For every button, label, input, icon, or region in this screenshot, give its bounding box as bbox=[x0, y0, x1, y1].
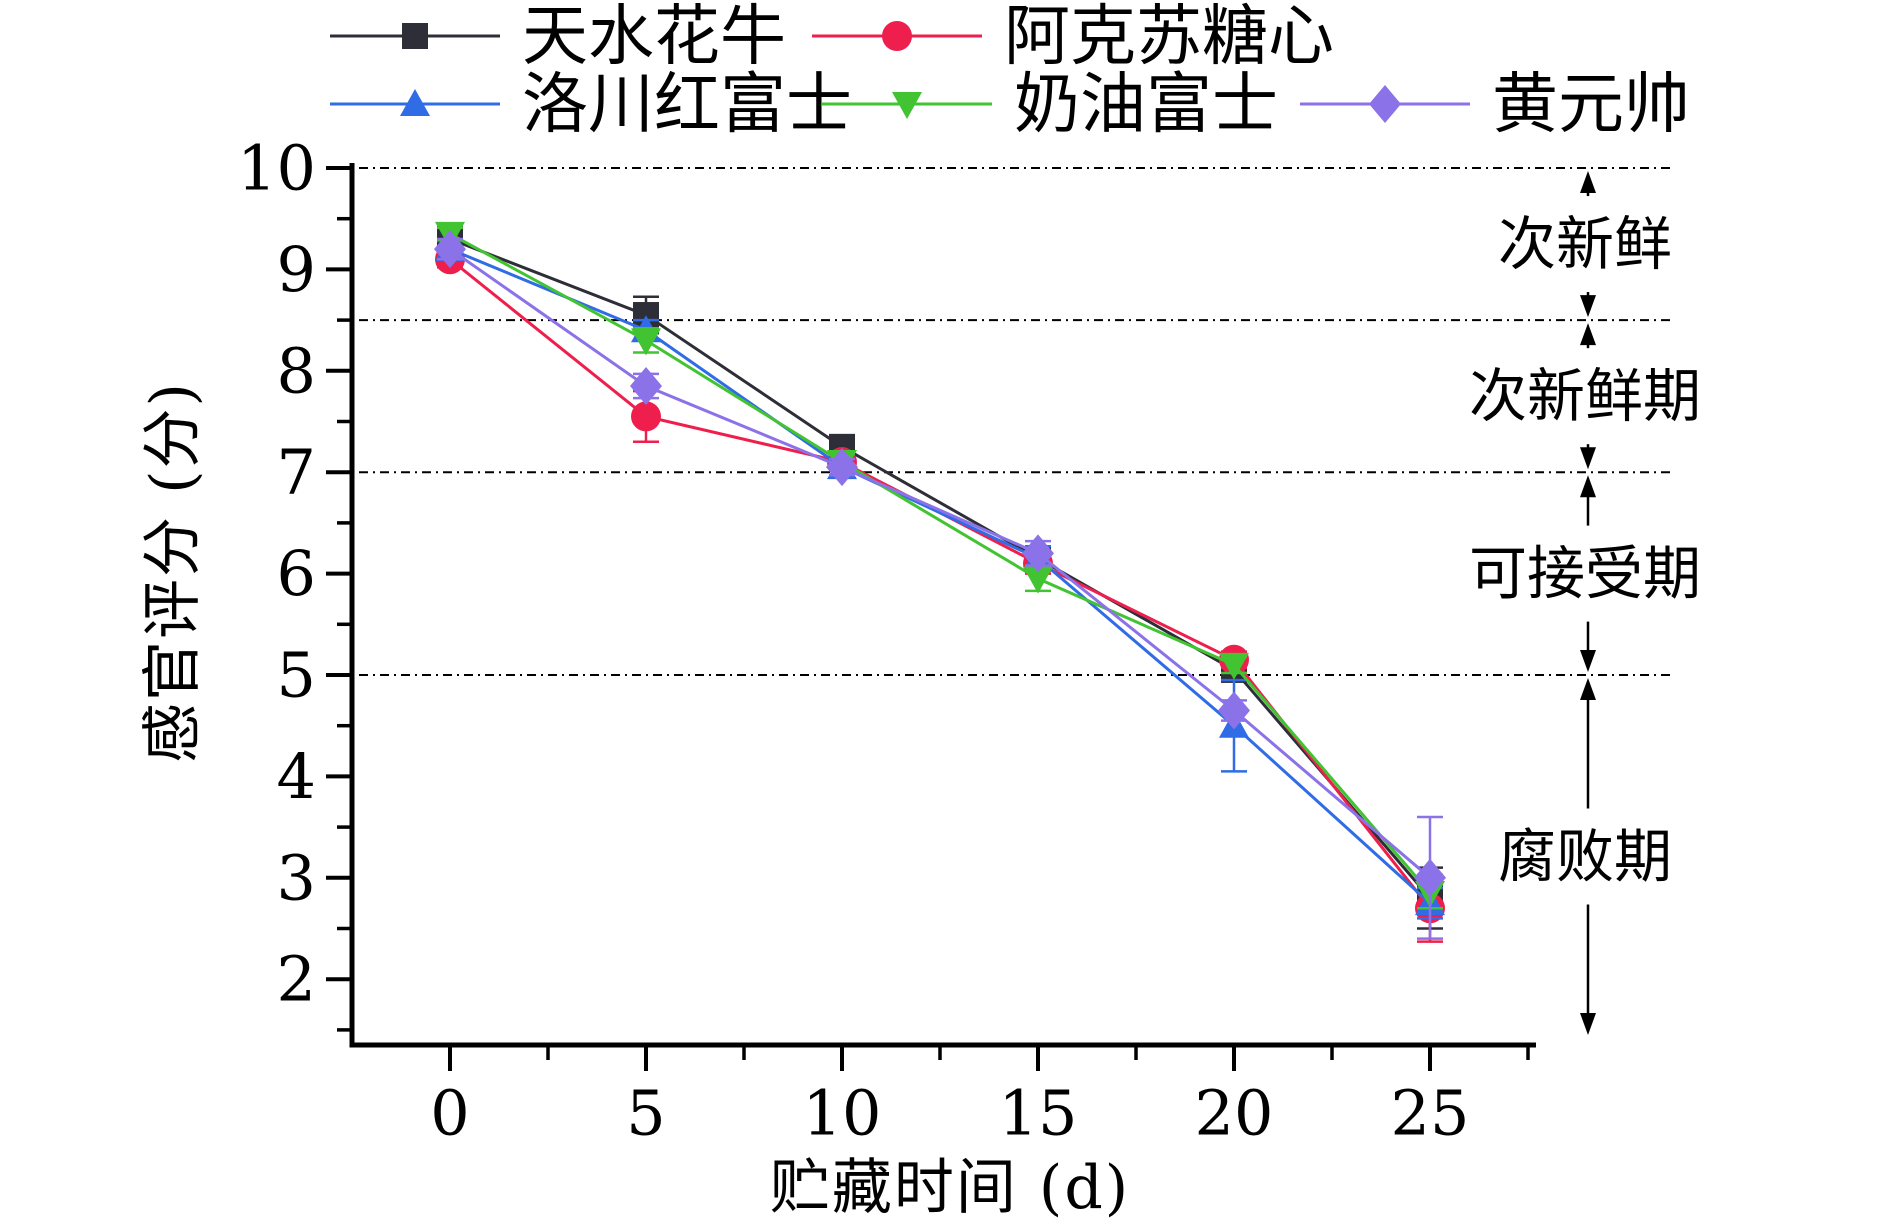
region-1: 次新鲜期 bbox=[1469, 323, 1701, 470]
legend-label: 黄元帅 bbox=[1492, 66, 1690, 143]
y-tick-label: 9 bbox=[277, 233, 316, 306]
series-group bbox=[434, 221, 1446, 943]
series-0 bbox=[437, 225, 1443, 930]
data-point-marker bbox=[1414, 858, 1446, 897]
region-2: 可接受期 bbox=[1469, 475, 1701, 672]
y-tick-label: 7 bbox=[277, 436, 316, 509]
legend-item-1: 阿克苏糖心 bbox=[812, 0, 1334, 75]
series-line bbox=[449, 237, 1432, 900]
y-tick-label: 5 bbox=[277, 639, 316, 712]
down-arrowhead-icon bbox=[1580, 1013, 1596, 1035]
data-point-marker bbox=[1022, 534, 1054, 573]
data-point-marker bbox=[1218, 691, 1250, 730]
y-tick-label: 2 bbox=[277, 943, 316, 1016]
series-3 bbox=[435, 221, 1445, 910]
series-4 bbox=[434, 230, 1446, 940]
series-line bbox=[449, 247, 1431, 879]
legend-marker-icon bbox=[402, 23, 428, 49]
data-point-marker bbox=[631, 328, 661, 356]
legend-item-4: 黄元帅 bbox=[1300, 66, 1690, 143]
x-tick-label: 10 bbox=[803, 1077, 882, 1150]
data-point-marker bbox=[1219, 652, 1249, 680]
up-arrowhead-icon bbox=[1580, 678, 1596, 700]
x-tick-label: 15 bbox=[999, 1077, 1078, 1150]
y-tick-label: 6 bbox=[277, 537, 316, 610]
series-line bbox=[449, 247, 1432, 905]
data-point-marker bbox=[434, 230, 466, 269]
data-point-marker bbox=[826, 448, 858, 487]
series-2 bbox=[435, 234, 1445, 920]
reference-lines bbox=[352, 167, 1670, 676]
x-tick-label: 20 bbox=[1195, 1077, 1274, 1150]
up-arrowhead-icon bbox=[1580, 323, 1596, 346]
series-line bbox=[449, 258, 1432, 910]
y-tick-label: 4 bbox=[277, 740, 316, 813]
x-tick-label: 5 bbox=[626, 1077, 665, 1150]
down-arrowhead-icon bbox=[1580, 650, 1596, 672]
y-axis-title: 感官评分 (分) bbox=[137, 381, 208, 763]
legend-marker-icon bbox=[1369, 85, 1401, 123]
region-3: 腐败期 bbox=[1498, 678, 1672, 1035]
series-1 bbox=[435, 244, 1445, 943]
up-arrowhead-icon bbox=[1580, 171, 1596, 193]
legend-label: 天水花牛 bbox=[522, 0, 786, 75]
y-tick-label: 8 bbox=[277, 334, 316, 407]
x-tick-label: 0 bbox=[430, 1077, 469, 1150]
legend-item-2: 洛川红富士 bbox=[330, 66, 852, 143]
region-label: 可接受期 bbox=[1469, 540, 1701, 608]
y-tick-label: 3 bbox=[277, 841, 316, 914]
legend-marker-icon bbox=[882, 21, 912, 51]
data-point-marker bbox=[1023, 566, 1053, 594]
down-arrowhead-icon bbox=[1580, 447, 1596, 470]
down-arrowhead-icon bbox=[1580, 295, 1596, 318]
legend-item-0: 天水花牛 bbox=[330, 0, 786, 75]
region-label: 腐败期 bbox=[1498, 823, 1672, 891]
legend-label: 奶油富士 bbox=[1014, 66, 1278, 143]
region-label: 次新鲜期 bbox=[1469, 362, 1701, 430]
data-point-marker bbox=[631, 401, 661, 432]
region-label: 次新鲜 bbox=[1498, 210, 1672, 278]
y-tick-label: 10 bbox=[237, 132, 316, 205]
legend-marker-icon bbox=[892, 92, 922, 119]
series-line bbox=[449, 232, 1432, 894]
x-tick-label: 25 bbox=[1391, 1077, 1470, 1150]
x-axis-title: 贮藏时间 (d) bbox=[769, 1152, 1131, 1223]
legend-item-3: 奶油富士 bbox=[822, 66, 1278, 143]
region-0: 次新鲜 bbox=[1498, 171, 1672, 318]
up-arrowhead-icon bbox=[1580, 475, 1596, 498]
legend-label: 阿克苏糖心 bbox=[1004, 0, 1334, 75]
legend-marker-icon bbox=[400, 89, 430, 116]
data-point-marker bbox=[630, 367, 662, 406]
axes: 2 3 4 5 6 7 8 9 10 0 5 10 15 20 25 bbox=[237, 132, 1536, 1150]
legend-label: 洛川红富士 bbox=[522, 66, 852, 143]
